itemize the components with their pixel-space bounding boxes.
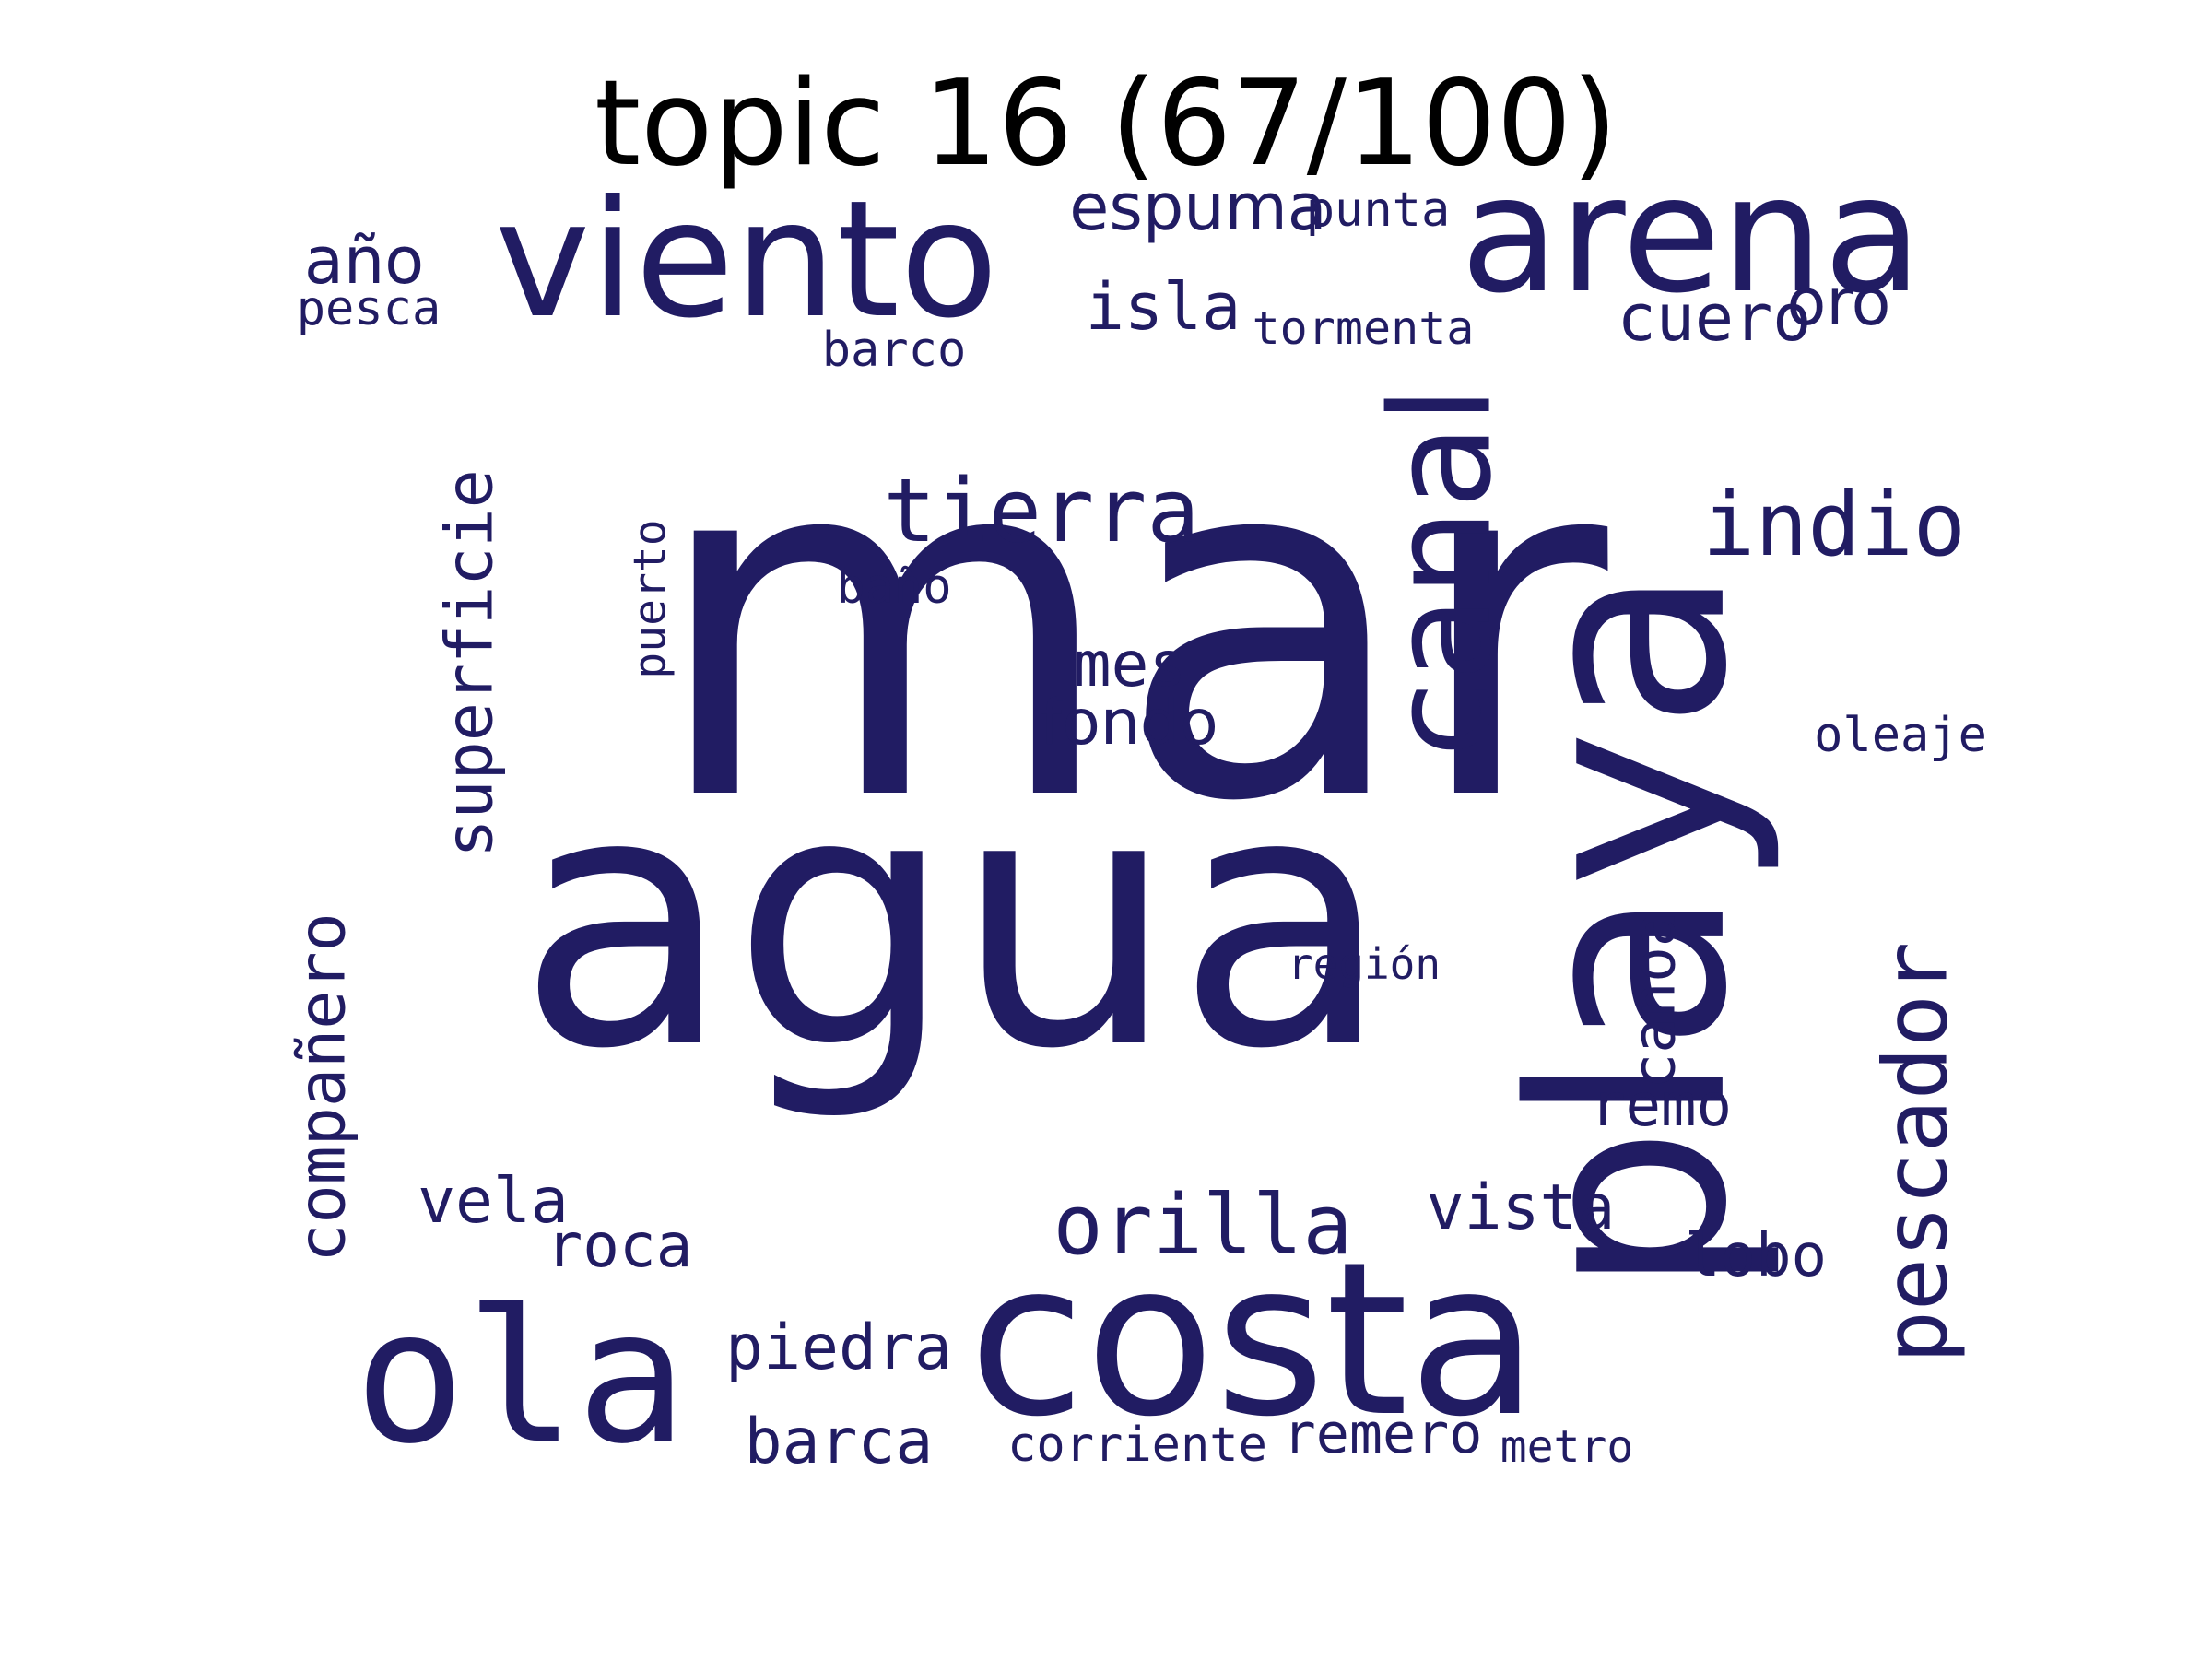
word-11: orilla <box>1053 1177 1353 1274</box>
word-29: remero <box>1282 1402 1483 1466</box>
word-27: lobo <box>1684 1222 1828 1290</box>
word-33: barco <box>821 323 967 378</box>
word-12: espuma <box>1069 170 1327 245</box>
word-38: corriente <box>1007 1418 1267 1473</box>
word-22: barca <box>744 1406 934 1478</box>
word-7: canal <box>1362 385 1523 758</box>
word-13: isla <box>1085 269 1241 345</box>
word-16: año <box>303 223 425 299</box>
word-18: compañero <box>284 912 360 1263</box>
word-39: metro <box>1500 1421 1634 1473</box>
word-37: región <box>1287 939 1441 989</box>
word-14: oro <box>1786 265 1891 340</box>
word-21: piedra <box>725 1312 952 1384</box>
word-9: indio <box>1702 474 1966 576</box>
word-34: puerto <box>624 519 677 679</box>
word-19: mes <box>1073 629 1187 701</box>
word-36: oleaje <box>1814 708 1987 763</box>
word-35: baño <box>836 559 952 615</box>
word-15: cuero <box>1617 280 1812 356</box>
word-0: mar <box>650 347 1608 906</box>
word-30: punta <box>1305 182 1451 238</box>
word-3: costa <box>968 1218 1539 1464</box>
word-32: tormenta <box>1252 301 1475 355</box>
word-24: vela <box>418 1165 569 1238</box>
word-31: pesca <box>296 281 441 336</box>
word-17: superficie <box>432 469 508 858</box>
word-28: canoa <box>1620 911 1688 1089</box>
chart-title: topic 16 (67/100) <box>594 55 1618 193</box>
word-5: viento <box>494 166 999 354</box>
word-26: remo <box>1589 1072 1733 1140</box>
word-8: tierra <box>883 460 1200 562</box>
word-6: arena <box>1460 141 1923 329</box>
word-23: vista <box>1426 1171 1616 1244</box>
word-25: roca <box>546 1210 693 1281</box>
word-1: agua <box>517 717 1391 1125</box>
word-4: ola <box>354 1270 688 1485</box>
word-20: fondo <box>1040 687 1218 759</box>
word-10: pescador <box>1865 941 1968 1363</box>
